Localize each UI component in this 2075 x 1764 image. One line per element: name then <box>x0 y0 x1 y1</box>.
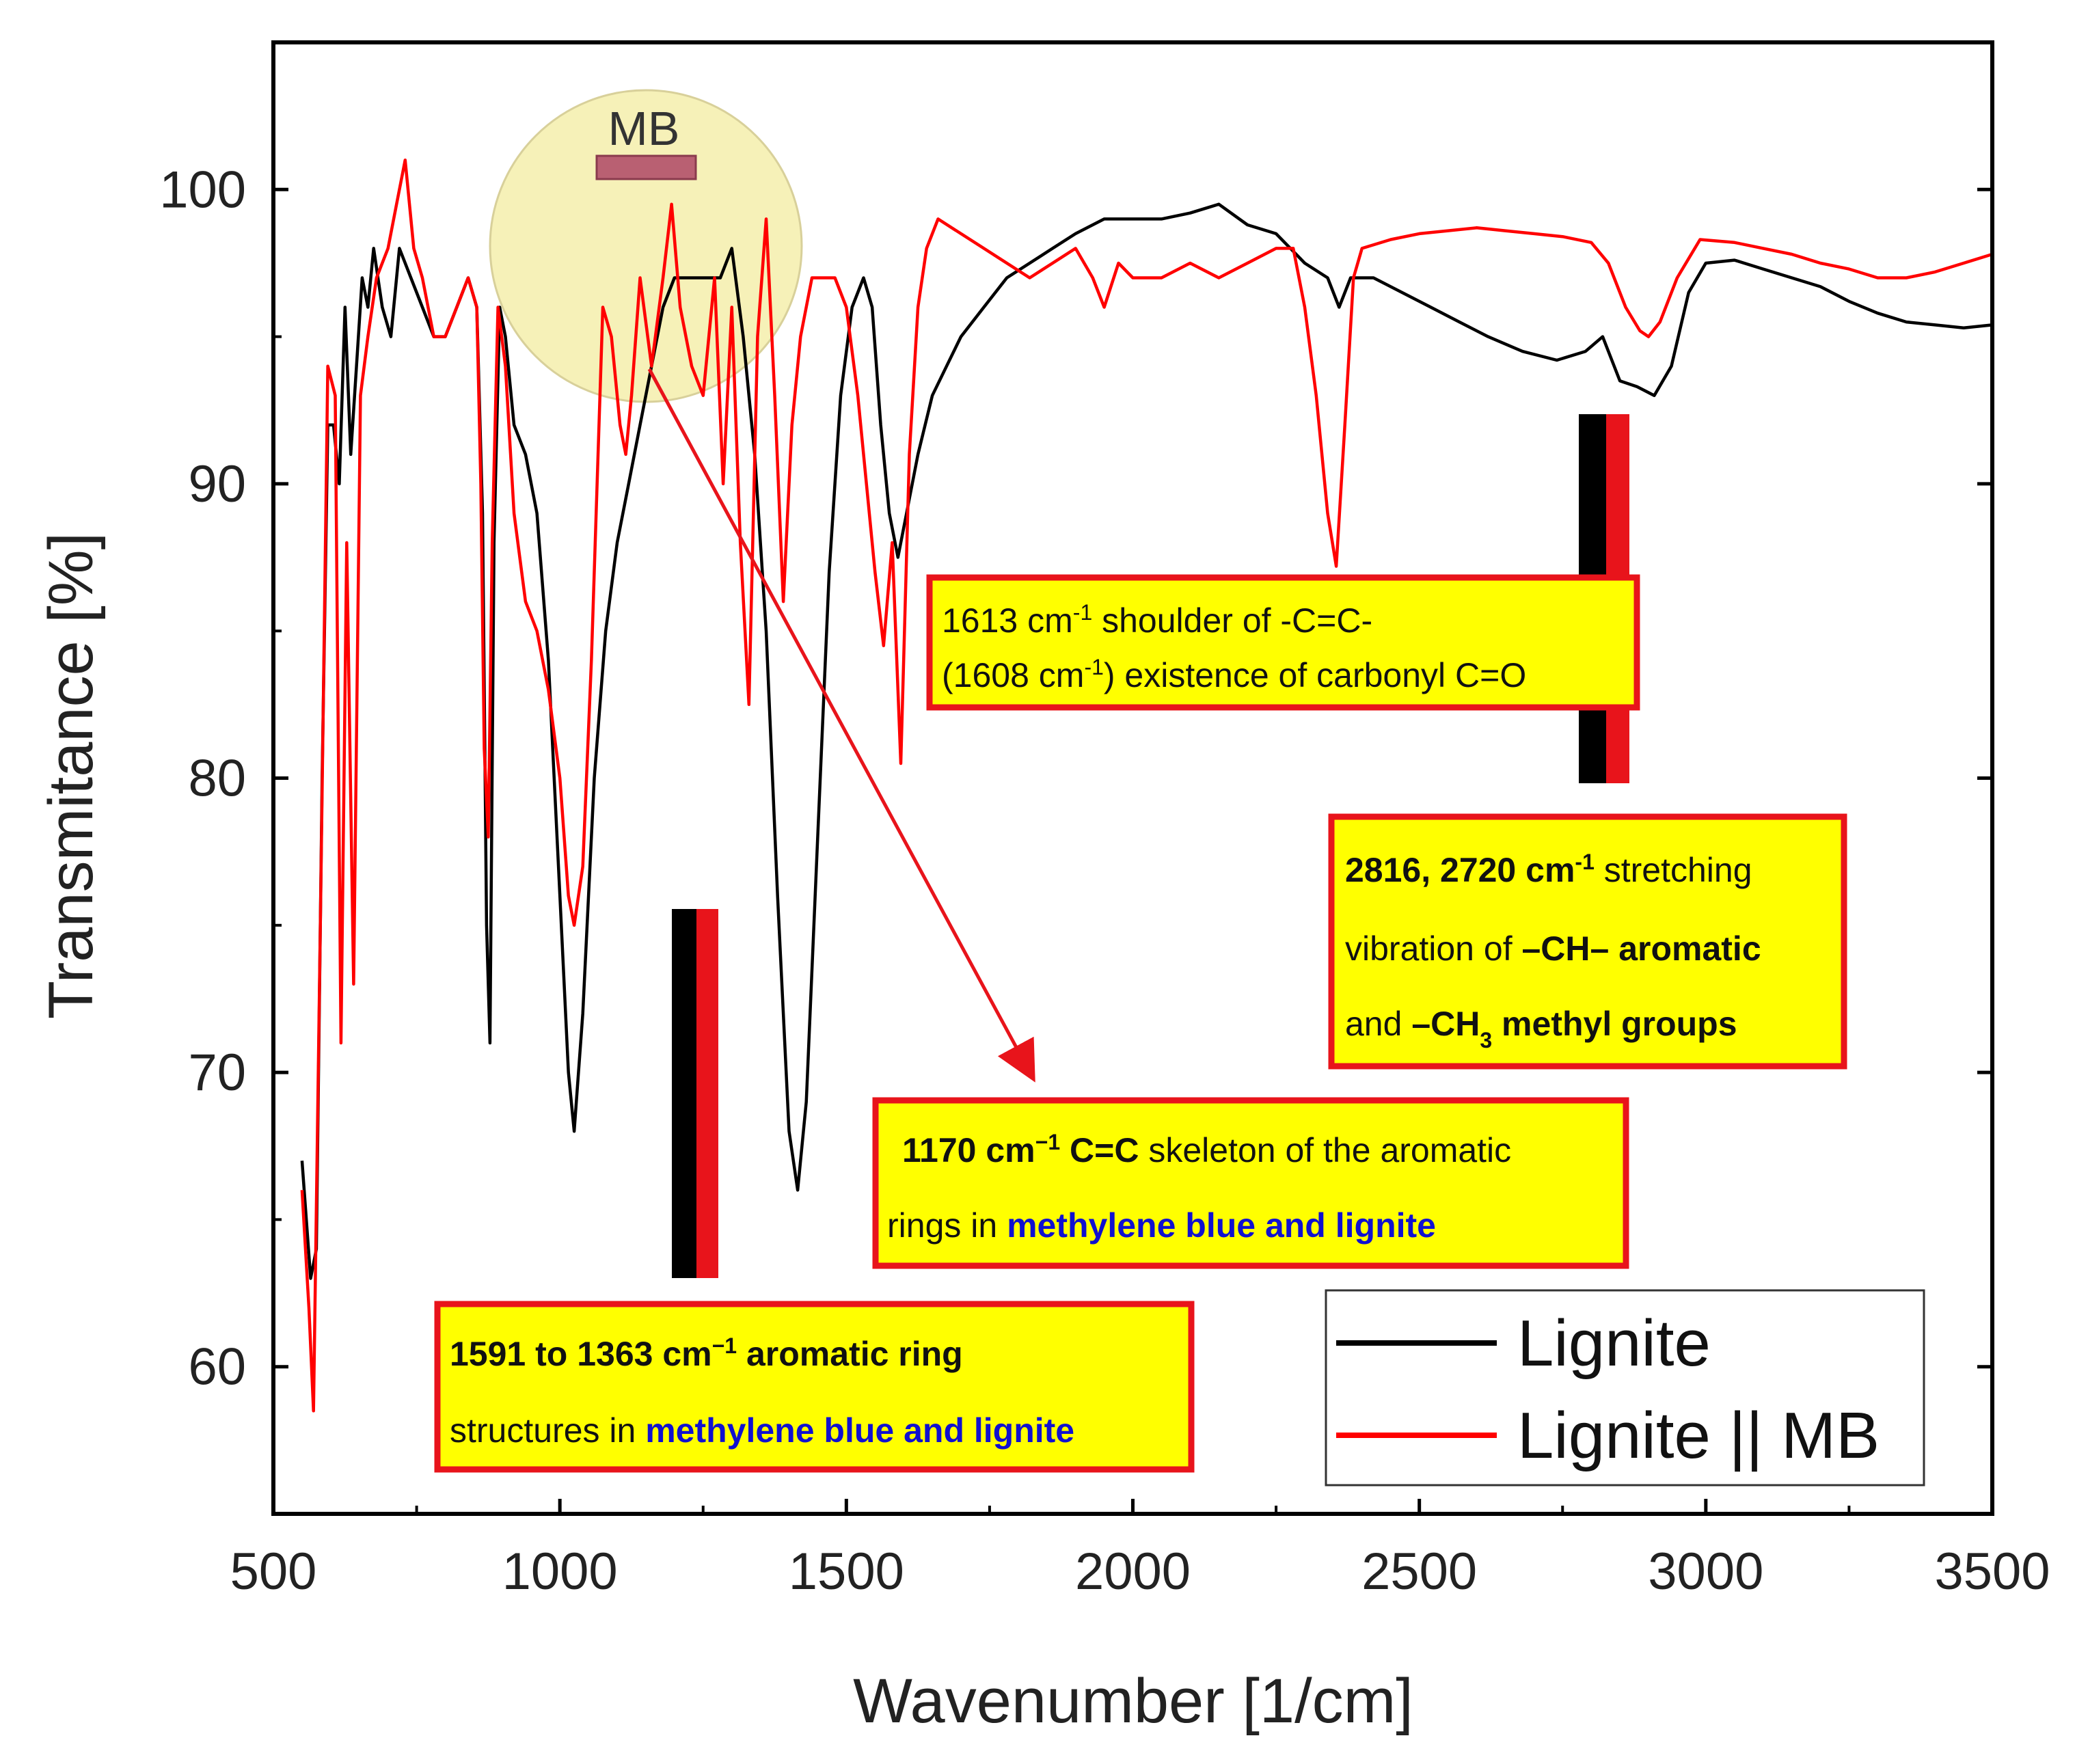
box2816-l3-sub: 3 <box>1480 1028 1492 1053</box>
annotation-box-1591: 1591 to 1363 cm−1 aromatic ring structur… <box>434 1301 1195 1473</box>
box1170-l2-b: methylene blue and lignite <box>1007 1206 1436 1245</box>
box1591-l1-b: aromatic ring <box>737 1335 963 1373</box>
legend: Lignite Lignite || MB <box>1325 1289 1925 1487</box>
y-tick-label-80: 80 <box>188 750 246 808</box>
x-axis: 500 1000 1500 2000 2500 3000 3500 <box>230 1499 2050 1601</box>
svg-text:structures in methylene blue: structures in methylene blue and lignite <box>450 1411 1074 1450</box>
annotation-box-2816: 2816, 2720 cm-1 stretching vibration of … <box>1328 813 1847 1070</box>
box2816-l3-b: –CH <box>1411 1005 1480 1043</box>
box2816-l3-c: methyl groups <box>1492 1005 1737 1043</box>
plot-area <box>300 158 1993 1413</box>
box1170-l1-b: C=C <box>1060 1131 1139 1169</box>
x-tick-label-1000: 1000 <box>502 1543 618 1601</box>
x-tick-label-3500: 3500 <box>1934 1543 2050 1601</box>
box1591-l1-sup: −1 <box>712 1333 737 1358</box>
marker-bar-1240 <box>672 909 718 1278</box>
x-tick-label-2000: 2000 <box>1075 1543 1191 1601</box>
x-tick-label-500: 500 <box>230 1543 317 1601</box>
y-tick-label-60: 60 <box>188 1338 246 1396</box>
box2816-l1-a: 2816, 2720 cm <box>1345 851 1575 889</box>
box1613-l1-sup: -1 <box>1073 600 1092 625</box>
box2816-l2-a: vibration of <box>1345 930 1521 968</box>
annotation-arrow <box>647 368 1035 1083</box>
svg-text:and –CH3 methyl groups: and –CH3 methyl groups <box>1345 1005 1737 1053</box>
annotation-box-1170: 1170 cm−1 C=C skeleton of the aromatic r… <box>872 1097 1629 1269</box>
box1591-l2-b: methylene blue and lignite <box>645 1411 1074 1450</box>
box2816-l1-b: stretching <box>1595 851 1752 889</box>
y-tick-label-100: 100 <box>159 161 246 219</box>
svg-text:2816, 2720 cm-1 stretching: 2816, 2720 cm-1 stretching <box>1345 850 1752 889</box>
mb-bar <box>595 154 697 180</box>
box1613-l2-b: ) existence of carbonyl C=O <box>1104 656 1526 694</box>
box1591-l1-a: 1591 to 1363 cm <box>450 1335 712 1373</box>
box2816-l2-b: –CH– aromatic <box>1521 930 1761 968</box>
box2816-l3-a: and <box>1345 1005 1411 1043</box>
mb-label: MB <box>608 102 680 155</box>
box1591-l2-a: structures in <box>450 1411 645 1450</box>
box1170-l1-c: skeleton of the aromatic <box>1139 1131 1511 1169</box>
y-tick-label-70: 70 <box>188 1044 246 1102</box>
x-axis-title: Wavenumber [1/cm] <box>853 1666 1413 1736</box>
x-tick-label-1500: 1500 <box>789 1543 904 1601</box>
svg-text:1170 cm−1 C=C skeleton of the: 1170 cm−1 C=C skeleton of the aromatic <box>902 1130 1511 1169</box>
x-tick-label-3000: 3000 <box>1648 1543 1763 1601</box>
svg-text:1591 to 1363 cm−1 aromatic rin: 1591 to 1363 cm−1 aromatic ring <box>450 1333 963 1373</box>
series-line-lignite-mb <box>300 158 1993 1413</box>
annotation-box-1613: 1613 cm-1 shoulder of -C=C- (1608 cm-1) … <box>926 574 1640 711</box>
legend-label-lignite-mb: Lignite || MB <box>1517 1399 1880 1472</box>
box1613-l2-a: (1608 cm <box>942 656 1084 694</box>
box1613-l2-sup: -1 <box>1084 655 1103 679</box>
x-tick-label-2500: 2500 <box>1361 1543 1477 1601</box>
y-axis-title: Transmitance [%] <box>36 532 106 1019</box>
legend-label-lignite: Lignite <box>1517 1307 1711 1380</box>
box1170-l2-a: rings in <box>887 1206 1007 1245</box>
svg-text:1613 cm-1 shoulder of -C=C-: 1613 cm-1 shoulder of -C=C- <box>942 600 1372 640</box>
box1613-l1-a: 1613 cm <box>942 601 1073 640</box>
y-axis: 60 70 80 90 100 <box>159 41 1992 1515</box>
box1170-l1-a: 1170 cm <box>902 1131 1035 1169</box>
y-tick-label-90: 90 <box>188 455 246 513</box>
box1613-l1-b: shoulder of -C=C- <box>1092 601 1372 640</box>
box1170-l1-sup: −1 <box>1035 1130 1060 1154</box>
box2816-l1-sup: -1 <box>1575 850 1594 874</box>
svg-text:rings in methylene blue and li: rings in methylene blue and lignite <box>887 1206 1436 1245</box>
svg-text:vibration of –CH– aromatic: vibration of –CH– aromatic <box>1345 930 1761 968</box>
svg-text:(1608 cm-1) existence of carb: (1608 cm-1) existence of carbonyl C=O <box>942 655 1526 694</box>
